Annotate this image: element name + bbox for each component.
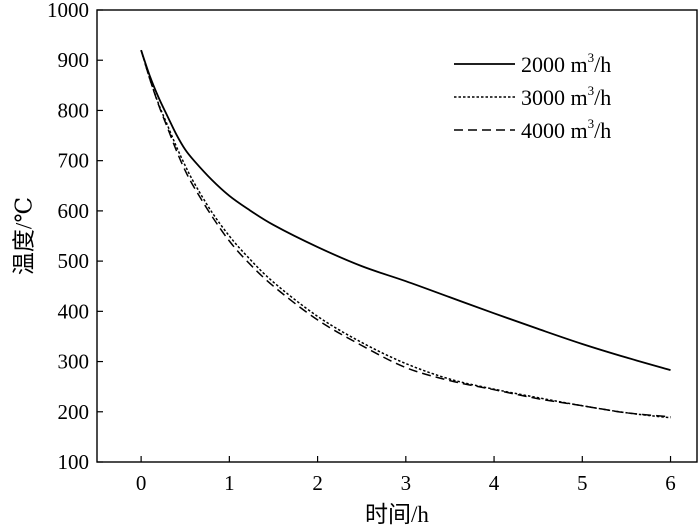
series-group [140, 49, 671, 419]
legend-label-sup: 3 [588, 83, 595, 98]
legend-label-base: 3000 m [521, 85, 588, 110]
y-tick-label: 400 [58, 299, 90, 323]
y-tick-label: 100 [58, 450, 90, 474]
legend-label-tail: /h [594, 52, 611, 77]
legend-label-base: 2000 m [521, 52, 588, 77]
y-tick-label: 500 [58, 249, 90, 273]
x-tick-label: 6 [665, 471, 676, 495]
x-axis-title: 时间/h [365, 502, 429, 527]
axes [96, 9, 698, 463]
y-tick-label: 800 [58, 98, 90, 122]
y-tick-label: 700 [58, 149, 90, 173]
x-tick-label: 5 [577, 471, 588, 495]
legend-label-base: 4000 m [521, 118, 588, 143]
legend-label-sup: 3 [588, 50, 595, 65]
x-tick-label: 1 [224, 471, 235, 495]
ticks: 0 1 2 3 4 5 6 100 200 300 400 500 600 700 800 900 1000 [47, 0, 676, 495]
x-tick-label: 0 [136, 471, 147, 495]
y-tick-label: 900 [58, 48, 90, 72]
y-tick-label: 1000 [47, 0, 89, 22]
legend-label-tail: /h [594, 118, 611, 143]
x-tick-label: 4 [489, 471, 500, 495]
series-line-2 [140, 49, 671, 419]
legend-label-sup: 3 [588, 116, 595, 131]
legend-label-3: 4000 m3/h [521, 116, 611, 143]
x-tick-label: 3 [401, 471, 412, 495]
legend-label-1: 2000 m3/h [521, 50, 611, 77]
y-tick-label: 300 [58, 350, 90, 374]
y-tick-label: 600 [58, 199, 90, 223]
legend-label-tail: /h [594, 85, 611, 110]
y-axis-title: 温度/℃ [11, 197, 36, 275]
x-tick-label: 2 [312, 471, 323, 495]
series-line-3 [140, 49, 671, 418]
plot-frame [96, 9, 698, 463]
y-tick-label: 200 [58, 400, 90, 424]
legend-label-2: 3000 m3/h [521, 83, 611, 110]
series-line-1 [140, 49, 671, 371]
